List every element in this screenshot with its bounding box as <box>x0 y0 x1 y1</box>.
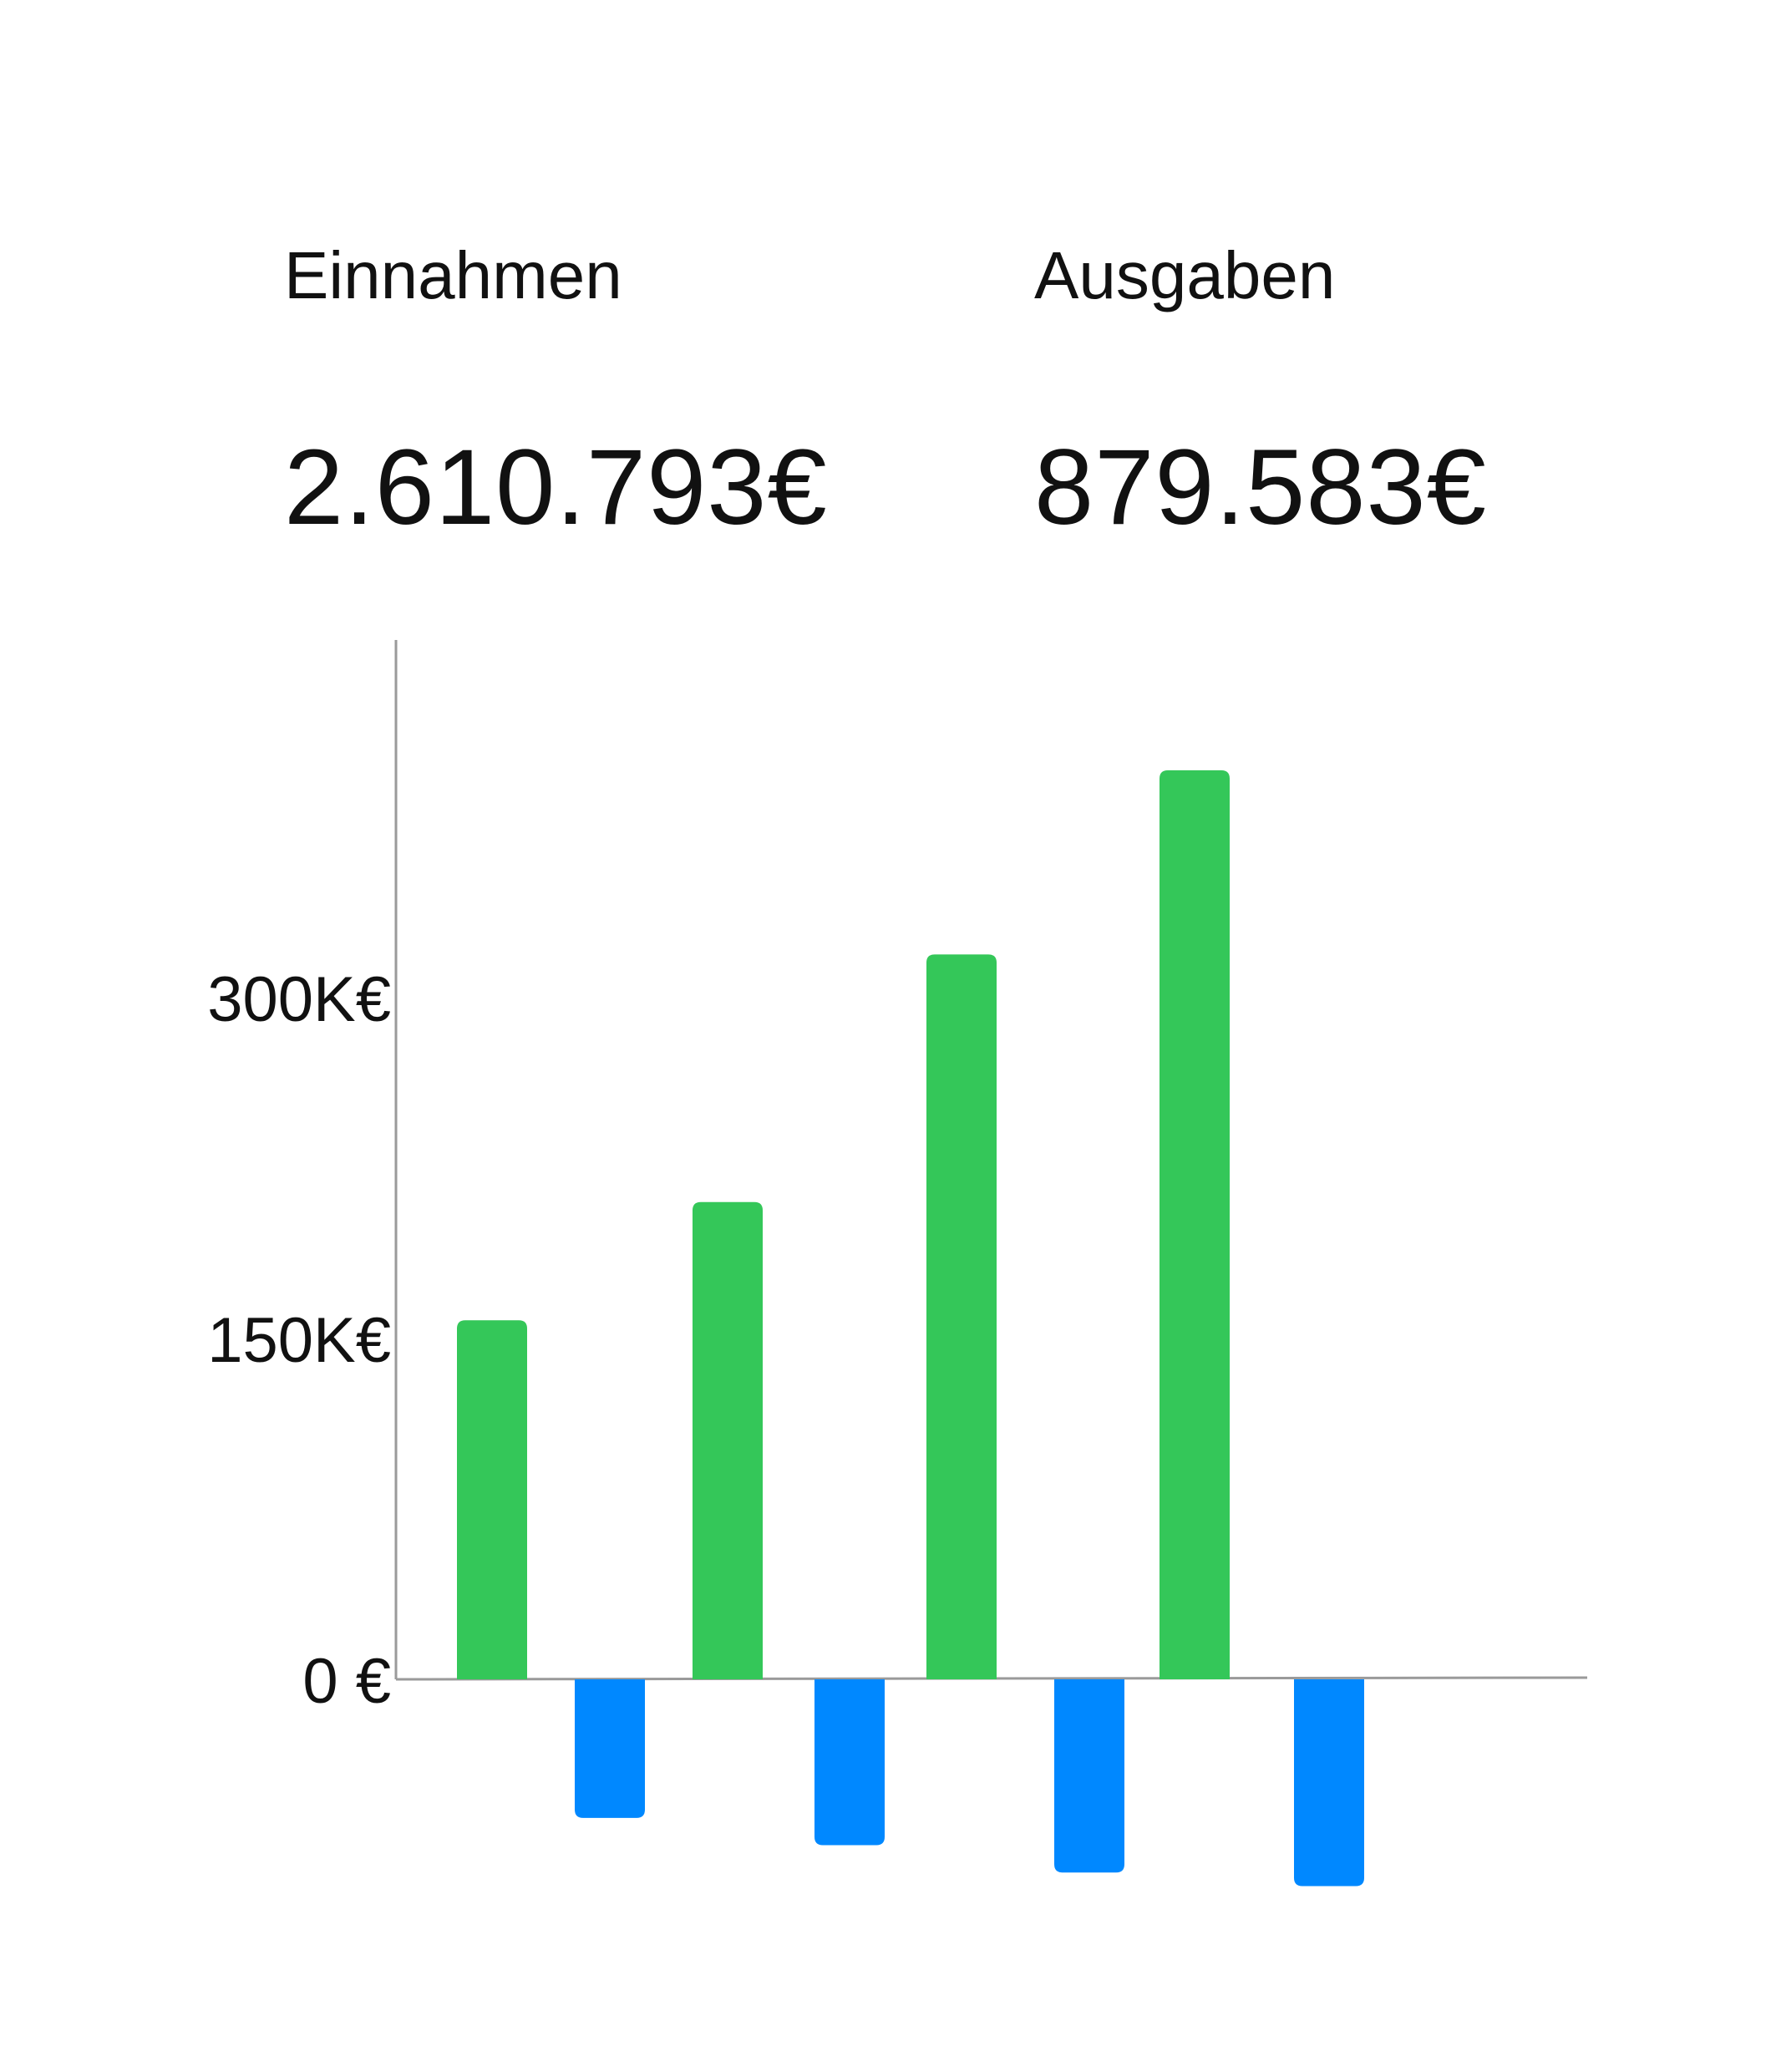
expense-bar <box>1294 1679 1364 1887</box>
income-label: Einnahmen <box>284 238 622 312</box>
expense-total-value: 879.583€ <box>1034 428 1487 547</box>
y-tick-label: 300K€ <box>207 964 391 1035</box>
expense-bar <box>814 1679 885 1846</box>
income-bar <box>926 954 997 1679</box>
y-tick-label: 150K€ <box>207 1305 391 1376</box>
income-bar <box>1160 770 1230 1679</box>
expense-label: Ausgaben <box>1034 238 1336 312</box>
income-total-value: 2.610.793€ <box>284 428 828 547</box>
income-bar <box>693 1201 763 1679</box>
income-bar <box>457 1320 527 1679</box>
bars-group <box>457 770 1364 1887</box>
expense-bar <box>575 1679 645 1818</box>
y-tick-label: 0 € <box>302 1646 391 1717</box>
expense-bar <box>1054 1679 1124 1873</box>
